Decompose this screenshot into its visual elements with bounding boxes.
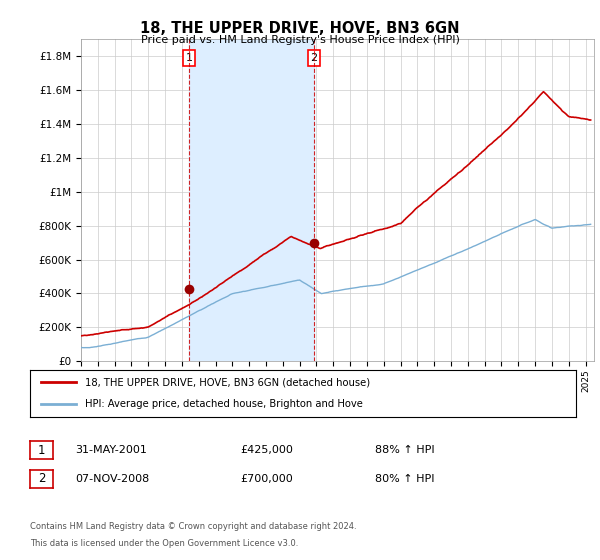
Text: Contains HM Land Registry data © Crown copyright and database right 2024.: Contains HM Land Registry data © Crown c…: [30, 522, 356, 531]
Text: This data is licensed under the Open Government Licence v3.0.: This data is licensed under the Open Gov…: [30, 539, 298, 548]
Text: 07-NOV-2008: 07-NOV-2008: [75, 474, 149, 484]
Bar: [189, 39, 314, 361]
Text: £425,000: £425,000: [240, 445, 293, 455]
Text: £700,000: £700,000: [240, 474, 293, 484]
Text: 2: 2: [310, 53, 317, 63]
Text: 1: 1: [38, 444, 45, 457]
Text: 18, THE UPPER DRIVE, HOVE, BN3 6GN: 18, THE UPPER DRIVE, HOVE, BN3 6GN: [140, 21, 460, 36]
Text: 2: 2: [38, 472, 45, 486]
Text: 88% ↑ HPI: 88% ↑ HPI: [375, 445, 434, 455]
Text: 1: 1: [185, 53, 193, 63]
Text: 80% ↑ HPI: 80% ↑ HPI: [375, 474, 434, 484]
Text: Price paid vs. HM Land Registry's House Price Index (HPI): Price paid vs. HM Land Registry's House …: [140, 35, 460, 45]
Text: 31-MAY-2001: 31-MAY-2001: [75, 445, 147, 455]
Text: HPI: Average price, detached house, Brighton and Hove: HPI: Average price, detached house, Brig…: [85, 399, 362, 409]
Text: 18, THE UPPER DRIVE, HOVE, BN3 6GN (detached house): 18, THE UPPER DRIVE, HOVE, BN3 6GN (deta…: [85, 377, 370, 388]
